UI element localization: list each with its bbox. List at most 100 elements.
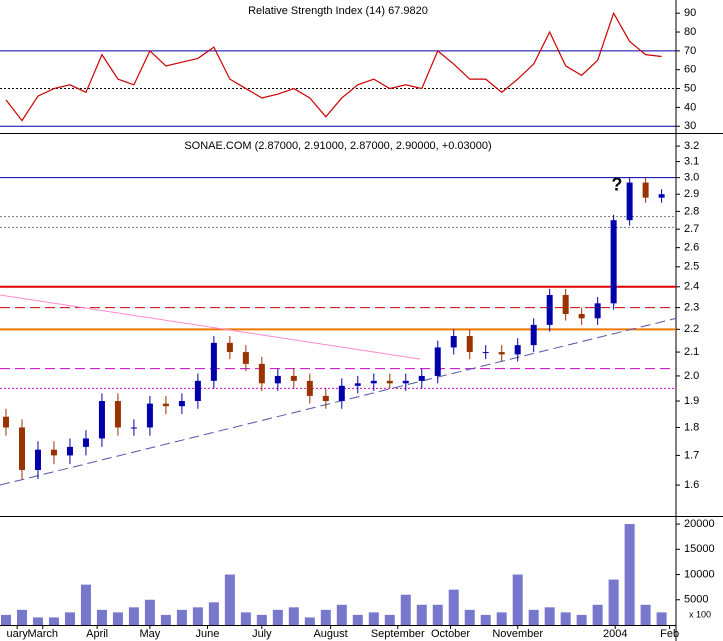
candle-body (402, 380, 409, 384)
y-tick-label: 2.2 (684, 323, 699, 335)
candle-body (98, 401, 105, 439)
candle-body (530, 324, 537, 346)
volume-bar (0, 614, 11, 625)
y-tick-label: 2.7 (684, 223, 699, 235)
y-tick-label: 1.6 (684, 479, 699, 491)
volume-bar (320, 609, 331, 625)
y-tick-label: 5000 (684, 594, 708, 606)
volume-bar (32, 617, 43, 625)
x-tick-label: September (371, 628, 425, 640)
candle-body (242, 352, 249, 364)
volume-bar (48, 617, 59, 625)
volume-bar (256, 614, 267, 625)
volume-bar (416, 604, 427, 625)
candle-body (146, 403, 153, 428)
y-tick-label: 80 (684, 26, 696, 38)
candle-body (354, 383, 361, 386)
rsi-title: Relative Strength Index (14) 67.9820 (248, 5, 428, 17)
x-tick-label: November (492, 628, 543, 640)
y-tick-label: 2.5 (684, 261, 699, 273)
volume-bar (128, 607, 139, 625)
candle-body (642, 182, 649, 198)
volume-bar (608, 579, 619, 625)
candle-body (50, 449, 57, 456)
candle-body (466, 336, 473, 353)
x-tick-label: Feb (660, 628, 679, 640)
volume-bar (176, 609, 187, 625)
y-tick-label: 2.6 (684, 242, 699, 254)
volume-bar (400, 594, 411, 625)
volume-bar (448, 589, 459, 625)
volume-bar (288, 607, 299, 625)
y-tick-label: 2.9 (684, 188, 699, 200)
trend-line (0, 317, 677, 486)
volume-bar (656, 612, 667, 625)
candle-body (82, 438, 89, 447)
candle-body (226, 342, 233, 353)
volume-bar (80, 584, 91, 625)
x-tick-label: April (86, 628, 108, 640)
volume-bar (592, 604, 603, 625)
candle-body (274, 375, 281, 384)
y-tick-label: 70 (684, 45, 696, 57)
y-tick-label: 1.7 (684, 449, 699, 461)
y-tick-label: 2.4 (684, 281, 699, 293)
x-tick-label: June (196, 628, 220, 640)
y-tick-label: 15000 (684, 543, 715, 555)
y-tick-label: 20000 (684, 518, 715, 530)
volume-bar (192, 607, 203, 625)
candle-body (306, 380, 313, 396)
volume-bar (240, 612, 251, 625)
rsi-line (5, 11, 662, 122)
x-tick-label: August (313, 628, 347, 640)
candle-body (578, 314, 585, 319)
y-tick-label: 2.8 (684, 205, 699, 217)
y-tick-label: 1.9 (684, 395, 699, 407)
candle-body (386, 380, 393, 384)
candle-body (482, 352, 489, 354)
volume-bar (496, 612, 507, 625)
volume-unit: x 100 (689, 609, 711, 619)
y-tick-label: 3.0 (684, 172, 699, 184)
x-tick-label: October (431, 628, 470, 640)
y-tick-label: 40 (684, 101, 696, 113)
volume-bar (624, 524, 635, 625)
volume-bar (16, 609, 27, 625)
x-tick-label: March (27, 628, 58, 640)
volume-bar (272, 609, 283, 625)
x-tick-label: May (140, 628, 161, 640)
y-tick-label: 3.2 (684, 140, 699, 152)
candle-body (114, 401, 121, 428)
y-tick-label: 50 (684, 82, 696, 94)
annotation: ? (611, 175, 622, 195)
candle-body (594, 303, 601, 319)
y-tick-label: 10000 (684, 568, 715, 580)
volume-bar (576, 614, 587, 625)
volume-bar (480, 614, 491, 625)
volume-bar (528, 609, 539, 625)
volume-bar (336, 604, 347, 625)
x-tick-label: uary (6, 628, 28, 640)
volume-bar (64, 612, 75, 625)
candle-body (322, 395, 329, 402)
candle-body (450, 336, 457, 348)
volume-bar (224, 574, 235, 625)
volume-bar (352, 614, 363, 625)
volume-bar (384, 614, 395, 625)
y-tick-label: 2.1 (684, 346, 699, 358)
candle-body (498, 352, 505, 355)
y-tick-label: 1.8 (684, 421, 699, 433)
candle-body (546, 294, 553, 325)
candle-body (66, 446, 73, 456)
volume-bar (544, 607, 555, 625)
candle-body (34, 449, 41, 471)
x-tick-label: 2004 (603, 628, 627, 640)
volume-bar (144, 599, 155, 625)
x-tick-label: July (252, 628, 272, 640)
candle-body (2, 416, 9, 428)
candle-body (562, 294, 569, 315)
price-title: SONAE.COM (2.87000, 2.91000, 2.87000, 2.… (184, 140, 491, 152)
y-tick-label: 2.3 (684, 301, 699, 313)
